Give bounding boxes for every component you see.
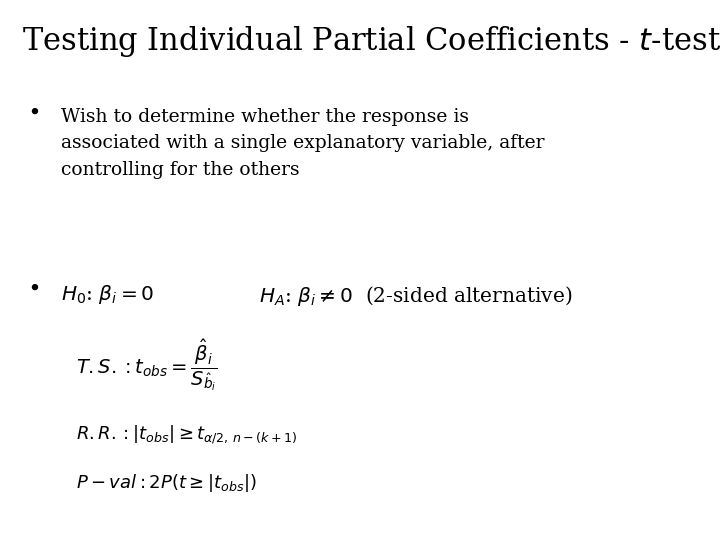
Text: $H_0$: $\beta_i = 0$: $H_0$: $\beta_i = 0$ — [61, 284, 155, 307]
Text: $\bullet$: $\bullet$ — [27, 275, 40, 298]
Text: $R.R.: |t_{obs}| \geq t_{\alpha/2,\, n-(k+1)}$: $R.R.: |t_{obs}| \geq t_{\alpha/2,\, n-(… — [76, 424, 297, 447]
Text: $H_A$: $\beta_i \neq 0$  (2-sided alternative): $H_A$: $\beta_i \neq 0$ (2-sided alterna… — [259, 284, 572, 307]
Text: $\bullet$: $\bullet$ — [27, 100, 40, 122]
Text: $T.S.: t_{obs} = \dfrac{\hat{\beta}_i}{S_{\hat{b}_i}}$: $T.S.: t_{obs} = \dfrac{\hat{\beta}_i}{S… — [76, 338, 217, 393]
Text: $P - val: 2P(t \geq |t_{obs}|)$: $P - val: 2P(t \geq |t_{obs}|)$ — [76, 472, 256, 495]
Text: Testing Individual Partial Coefficients - $t$-tests: Testing Individual Partial Coefficients … — [22, 24, 720, 59]
Text: Wish to determine whether the response is
associated with a single explanatory v: Wish to determine whether the response i… — [61, 108, 545, 179]
